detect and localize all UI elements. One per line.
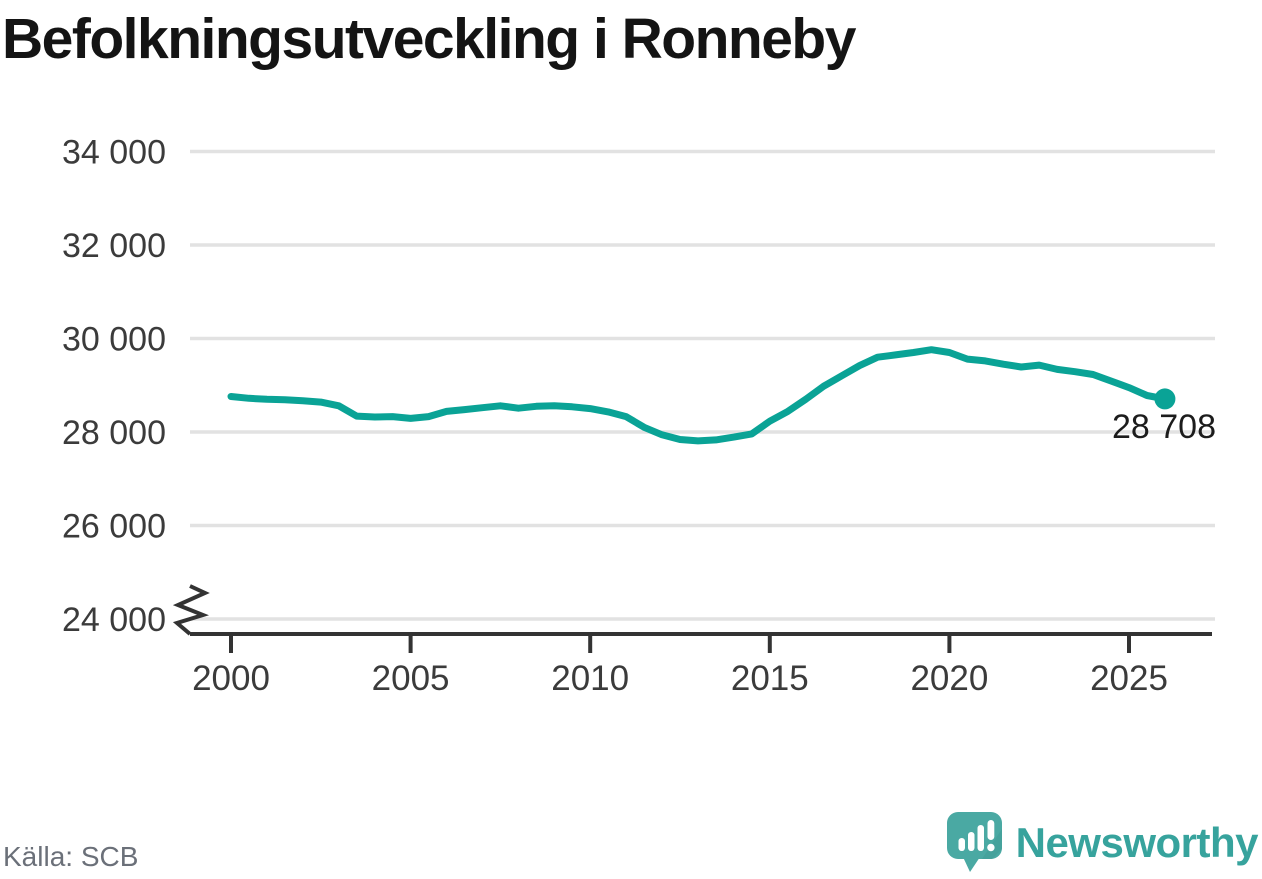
x-axis-tick-label: 2005 bbox=[372, 659, 450, 698]
x-axis-tick-label: 2015 bbox=[731, 659, 809, 698]
chart-title: Befolkningsutveckling i Ronneby bbox=[2, 7, 856, 71]
axis-break-icon bbox=[172, 584, 210, 636]
newsworthy-logo-icon bbox=[946, 812, 1002, 872]
x-axis-tick-label: 2025 bbox=[1090, 659, 1168, 698]
source-label: Källa: SCB bbox=[3, 841, 139, 872]
y-axis-tick-label: 34 000 bbox=[62, 134, 166, 172]
brand-logo: Newsworthy bbox=[946, 811, 1259, 874]
x-axis-tick-label: 2010 bbox=[551, 659, 629, 698]
y-axis-tick-label: 32 000 bbox=[62, 227, 166, 265]
y-axis-tick-label: 30 000 bbox=[62, 321, 166, 359]
last-value-dot bbox=[1154, 388, 1176, 410]
y-axis-tick-label: 28 000 bbox=[62, 414, 166, 452]
y-axis-tick-label: 24 000 bbox=[62, 601, 166, 639]
brand-name: Newsworthy bbox=[1015, 818, 1259, 866]
y-axis-tick-label: 26 000 bbox=[62, 508, 166, 546]
x-axis-tick-label: 2000 bbox=[192, 659, 270, 698]
last-value-label: 28 708 bbox=[1112, 408, 1216, 446]
population-line-series bbox=[227, 346, 1169, 445]
x-axis-tick-label: 2020 bbox=[910, 659, 988, 698]
